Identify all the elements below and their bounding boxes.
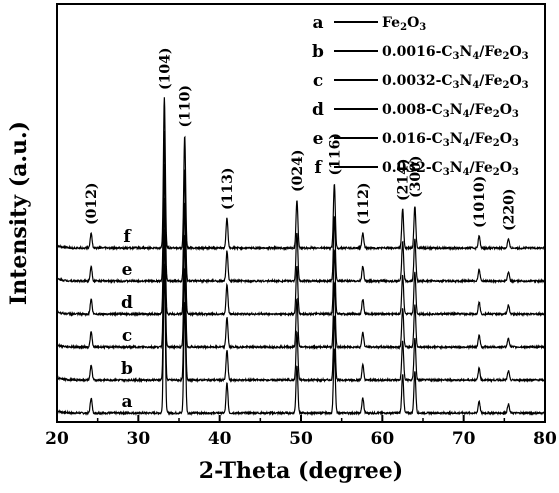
legend-subscript: 3 <box>443 138 450 149</box>
legend-subscript: 4 <box>472 80 479 91</box>
legend-subscript: 2 <box>502 51 509 62</box>
legend-subscript: 3 <box>512 167 519 178</box>
curve-label-e: e <box>122 260 133 280</box>
legend-text-part: O <box>509 44 521 60</box>
legend-text-part: /Fe <box>479 73 502 89</box>
xrd-curve-d <box>56 163 546 318</box>
x-tick-label: 80 <box>533 429 557 449</box>
legend-text-part: N <box>460 44 473 60</box>
peak-label: (110) <box>178 85 194 127</box>
legend-subscript: 4 <box>463 138 470 149</box>
legend-text-part: O <box>500 102 512 118</box>
legend-text-part: N <box>460 73 473 89</box>
xrd-curve-f <box>56 97 546 252</box>
peak-label: (113) <box>220 168 236 210</box>
legend-entry-d: 0.008-C3N4/Fe2O3 <box>382 102 519 120</box>
legend-text-part: 0.0032-C <box>382 73 453 89</box>
legend-subscript: 3 <box>512 138 519 149</box>
legend-text-part: 0.008-C <box>382 102 443 118</box>
legend-text-part: N <box>450 102 463 118</box>
legend-subscript: 3 <box>419 22 426 33</box>
legend-subscript: 2 <box>493 109 500 120</box>
legend-entry-c: 0.0032-C3N4/Fe2O3 <box>382 73 529 91</box>
x-tick-label: 50 <box>289 429 313 449</box>
legend-subscript: 3 <box>443 167 450 178</box>
legend-text-part: N <box>450 131 463 147</box>
legend-text-part: 0.0016-C <box>382 44 453 60</box>
legend-letter-b: b <box>312 42 324 62</box>
curve-label-f: f <box>123 227 132 247</box>
peak-label: (024) <box>290 150 306 192</box>
x-axis-ticks: 20 30 40 50 60 70 80 <box>45 415 557 449</box>
peak-label: (104) <box>157 48 173 90</box>
legend-letter-f: f <box>314 158 323 178</box>
x-tick-label: 40 <box>208 429 232 449</box>
xrd-curve-a <box>56 263 546 417</box>
legend-text-part: N <box>450 160 463 176</box>
xrd-curves <box>56 97 546 417</box>
legend-subscript: 4 <box>463 167 470 178</box>
peak-label: (214) <box>396 159 412 201</box>
legend-subscript: 3 <box>443 109 450 120</box>
peak-label: (300) <box>408 156 424 198</box>
curve-label-c: c <box>122 326 132 346</box>
curve-label-b: b <box>121 359 133 379</box>
legend-letter-d: d <box>312 100 324 120</box>
legend-subscript: 2 <box>493 138 500 149</box>
legend-letter-c: c <box>313 71 323 91</box>
legend-letter-a: a <box>312 13 323 33</box>
legend-text-part: O <box>500 131 512 147</box>
legend-text-part: O <box>407 15 419 31</box>
peak-label: (012) <box>84 183 100 225</box>
xrd-curve-e <box>56 130 546 285</box>
legend-text-part: /Fe <box>479 44 502 60</box>
peak-label: (116) <box>327 133 343 175</box>
legend-entry-b: 0.0016-C3N4/Fe2O3 <box>382 44 529 62</box>
legend-subscript: 3 <box>522 51 529 62</box>
legend-subscript: 2 <box>502 80 509 91</box>
legend-text-part: O <box>500 160 512 176</box>
xrd-curve-c <box>56 197 546 351</box>
peak-label: (112) <box>356 183 372 225</box>
legend-subscript: 3 <box>453 80 460 91</box>
x-tick-label: 60 <box>370 429 394 449</box>
legend-letter-e: e <box>313 129 324 149</box>
x-tick-label: 30 <box>126 429 150 449</box>
legend-subscript: 4 <box>472 51 479 62</box>
legend-entry-a: Fe2O3 <box>382 15 426 33</box>
legend-entry-e: 0.016-C3N4/Fe2O3 <box>382 131 519 149</box>
legend-subscript: 3 <box>453 51 460 62</box>
legend-text-part: /Fe <box>470 102 493 118</box>
xrd-curve-b <box>56 229 546 384</box>
legend-subscript: 3 <box>522 80 529 91</box>
legend-text-part: /Fe <box>470 131 493 147</box>
x-tick-label: 70 <box>452 429 476 449</box>
legend-text-part: O <box>509 73 521 89</box>
legend-text-part: Fe <box>382 15 400 31</box>
legend-subscript: 3 <box>512 109 519 120</box>
x-tick-label: 20 <box>45 429 69 449</box>
legend-entry-f: 0.032-C3N4/Fe2O3 <box>382 160 519 178</box>
legend-subscript: 2 <box>493 167 500 178</box>
legend-subscript: 4 <box>463 109 470 120</box>
peak-label: (1010) <box>472 176 488 228</box>
curve-label-d: d <box>121 293 133 313</box>
legend-subscript: 2 <box>400 22 407 33</box>
peak-labels: (012) (104) (110) (113) (024) (116) (112) (214)… <box>84 48 517 231</box>
curve-label-a: a <box>121 392 132 412</box>
legend-text-part: /Fe <box>470 160 493 176</box>
legend-text-part: 0.016-C <box>382 131 443 147</box>
legend-text-part: 0.032-C <box>382 160 443 176</box>
x-axis-title: 2-Theta (degree) <box>199 458 403 484</box>
peak-label: (220) <box>501 189 517 231</box>
y-axis-title: Intensity (a.u.) <box>6 121 32 305</box>
